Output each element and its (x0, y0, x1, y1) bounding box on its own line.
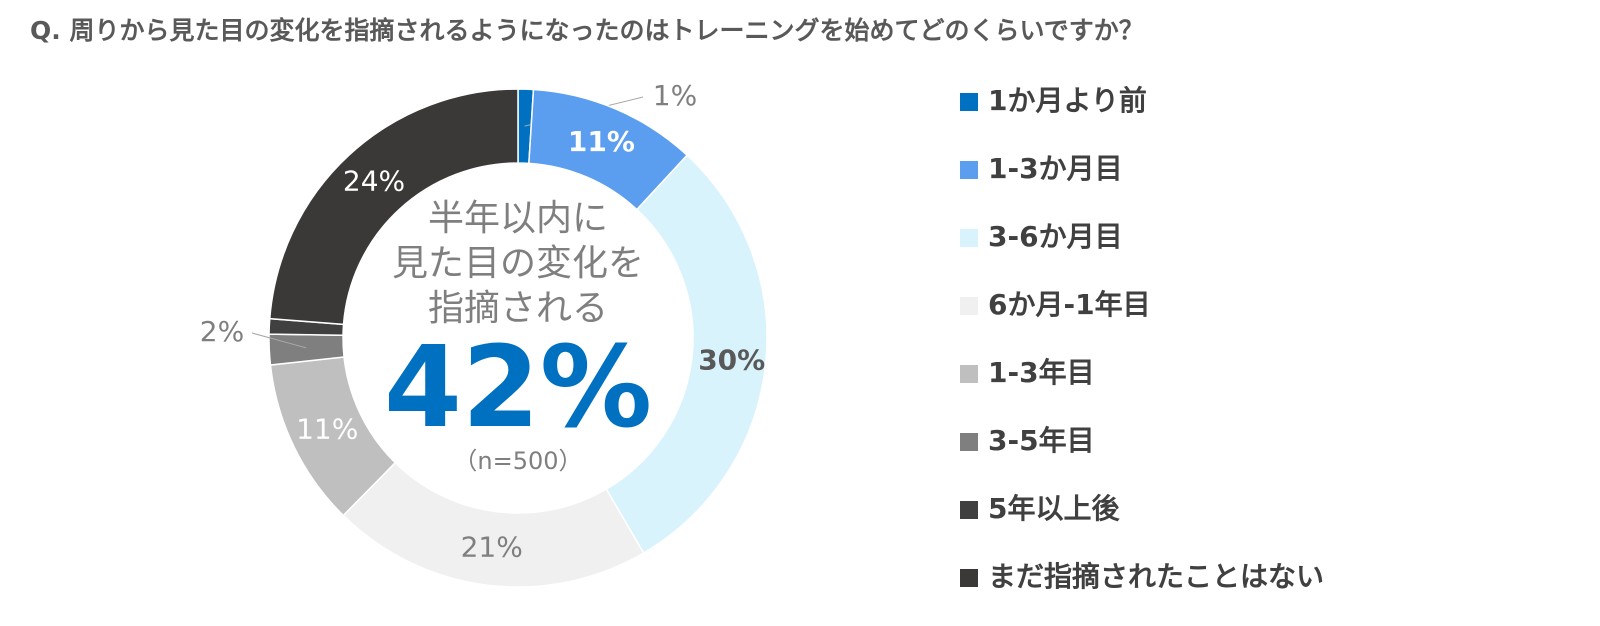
data-label: 1% (653, 79, 697, 112)
legend-swatch (960, 365, 978, 383)
legend-swatch (960, 297, 978, 315)
legend-label: 6か月-1年目 (988, 288, 1151, 321)
data-label: 11% (296, 412, 358, 445)
legend-label: 5年以上後 (988, 492, 1120, 525)
data-label: 2% (200, 315, 244, 348)
leader-line (251, 332, 307, 349)
donut-slice (605, 154, 768, 555)
center-value: 42% (384, 323, 652, 453)
donut-slice (268, 88, 519, 326)
legend-label: まだ指摘されたことはない (988, 560, 1324, 593)
center-text: 指摘される (428, 288, 608, 329)
legend-swatch (960, 93, 978, 111)
legend-swatch (960, 569, 978, 587)
center-text: 半年以内に (428, 198, 608, 239)
data-label: 30% (698, 343, 765, 376)
legend-label: 1-3年目 (988, 356, 1095, 389)
legend-label: 3-6か月目 (988, 220, 1123, 253)
data-label: 21% (461, 530, 523, 563)
legend-swatch (960, 433, 978, 451)
center-note: （n=500） (453, 447, 582, 475)
legend-label: 3-5年目 (988, 424, 1095, 457)
data-label: 24% (343, 164, 405, 197)
chart-title: Q. 周りから見た目の変化を指摘されるようになったのはトレーニングを始めてどのく… (30, 16, 1144, 45)
data-label: 11% (568, 125, 635, 158)
legend-swatch (960, 161, 978, 179)
donut-slice (342, 461, 645, 588)
legend-swatch (960, 501, 978, 519)
legend-label: 1-3か月目 (988, 152, 1123, 185)
center-text: 見た目の変化を (392, 243, 644, 284)
legend-swatch (960, 229, 978, 247)
legend-label: 1か月より前 (988, 84, 1147, 117)
